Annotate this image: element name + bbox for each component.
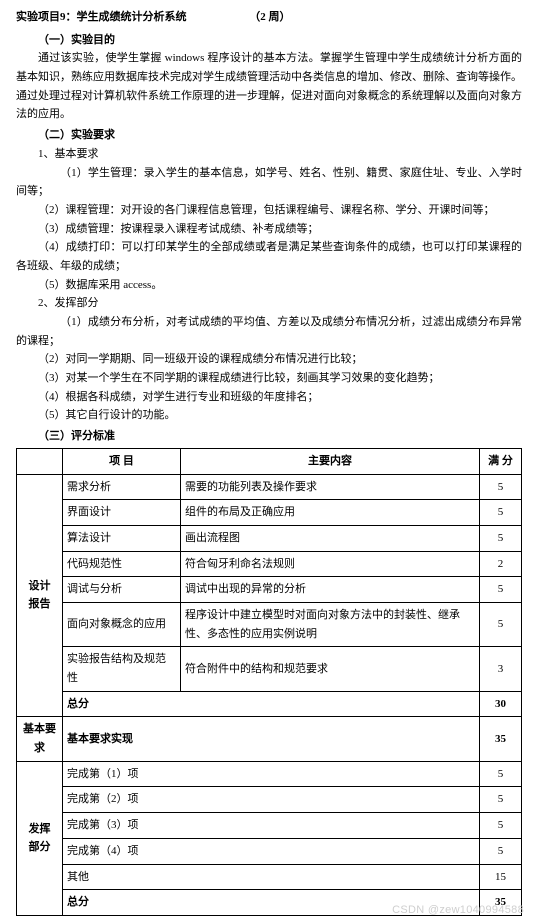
ext-req-heading: 2、发挥部分 [16, 294, 522, 313]
cell-score: 5 [480, 577, 522, 603]
table-row: 完成第（4）项 5 [17, 838, 522, 864]
cell-item: 完成第（4）项 [63, 838, 480, 864]
cell-score: 15 [480, 864, 522, 890]
cell-desc: 组件的布局及正确应用 [181, 500, 480, 526]
table-row: 界面设计 组件的布局及正确应用 5 [17, 500, 522, 526]
cell-item: 需求分析 [63, 474, 181, 500]
table-row: 基本要求 基本要求实现 35 [17, 717, 522, 761]
section-1-heading: （一）实验目的 [16, 31, 522, 50]
th-item: 项 目 [63, 448, 181, 474]
section-2-heading: （二）实验要求 [16, 126, 522, 145]
table-row: 完成第（2）项 5 [17, 787, 522, 813]
title-main: 实验项目9：学生成绩统计分析系统 [16, 11, 187, 23]
watermark: CSDN @zew1040994588 [392, 901, 524, 920]
cell-score: 2 [480, 551, 522, 577]
cell-desc: 需要的功能列表及操作要求 [181, 474, 480, 500]
section-3-heading: （三）评分标准 [16, 427, 522, 446]
basic-req-heading: 1、基本要求 [16, 145, 522, 164]
cell-item: 实验报告结构及规范性 [63, 647, 181, 691]
th-desc: 主要内容 [181, 448, 480, 474]
cell-item: 调试与分析 [63, 577, 181, 603]
table-row: 完成第（3）项 5 [17, 813, 522, 839]
cell-score: 5 [480, 838, 522, 864]
cell-score: 35 [480, 717, 522, 761]
cell-item: 完成第（2）项 [63, 787, 480, 813]
basic-req-5: （5）数据库采用 access。 [16, 276, 522, 295]
table-row: 面向对象概念的应用 程序设计中建立模型时对面向对象方法中的封装性、继承性、多态性… [17, 602, 522, 646]
cell-desc: 画出流程图 [181, 525, 480, 551]
ext-req-1: （1）成绩分布分析，对考试成绩的平均值、方差以及成绩分布情况分析，过滤出成绩分布… [16, 313, 522, 350]
table-header-row: 项 目 主要内容 满 分 [17, 448, 522, 474]
cell-item: 完成第（1）项 [63, 761, 480, 787]
cell-score: 5 [480, 787, 522, 813]
cat-ext: 发挥 部分 [17, 761, 63, 915]
cat-basic-req: 基本要求 [17, 717, 63, 761]
ext-req-5: （5）其它自行设计的功能。 [16, 406, 522, 425]
cell-desc: 程序设计中建立模型时对面向对象方法中的封装性、继承性、多态性的应用实例说明 [181, 602, 480, 646]
cat-design-report: 设计 报告 [17, 474, 63, 717]
table-row: 其他 15 [17, 864, 522, 890]
cell-item: 面向对象概念的应用 [63, 602, 181, 646]
cell-desc: 符合附件中的结构和规范要求 [181, 647, 480, 691]
table-row: 代码规范性 符合匈牙利命名法规则 2 [17, 551, 522, 577]
cell-score: 5 [480, 813, 522, 839]
cell-score: 3 [480, 647, 522, 691]
cell-item: 总分 [63, 691, 480, 717]
cell-desc: 调试中出现的异常的分析 [181, 577, 480, 603]
title-weeks: （2 周） [249, 11, 290, 23]
cell-item: 界面设计 [63, 500, 181, 526]
table-row: 设计 报告 需求分析 需要的功能列表及操作要求 5 [17, 474, 522, 500]
cell-item: 完成第（3）项 [63, 813, 480, 839]
project-title: 实验项目9：学生成绩统计分析系统 （2 周） [16, 8, 522, 27]
table-row-total: 总分 30 [17, 691, 522, 717]
table-row: 调试与分析 调试中出现的异常的分析 5 [17, 577, 522, 603]
cell-score: 5 [480, 525, 522, 551]
basic-req-3: （3）成绩管理：按课程录入课程考试成绩、补考成绩等； [16, 220, 522, 239]
table-row: 算法设计 画出流程图 5 [17, 525, 522, 551]
cell-item: 其他 [63, 864, 480, 890]
table-row: 发挥 部分 完成第（1）项 5 [17, 761, 522, 787]
cell-score: 5 [480, 761, 522, 787]
th-score: 满 分 [480, 448, 522, 474]
table-row: 实验报告结构及规范性 符合附件中的结构和规范要求 3 [17, 647, 522, 691]
cell-desc: 符合匈牙利命名法规则 [181, 551, 480, 577]
cell-item: 代码规范性 [63, 551, 181, 577]
section-1-para: 通过该实验，使学生掌握 windows 程序设计的基本方法。掌握学生管理中学生成… [16, 49, 522, 124]
cell-item: 算法设计 [63, 525, 181, 551]
cell-score: 5 [480, 602, 522, 646]
scoring-table: 项 目 主要内容 满 分 设计 报告 需求分析 需要的功能列表及操作要求 5 界… [16, 448, 522, 916]
ext-req-3: （3）对某一个学生在不同学期的课程成绩进行比较，刻画其学习效果的变化趋势； [16, 369, 522, 388]
basic-req-2: （2）课程管理：对开设的各门课程信息管理，包括课程编号、课程名称、学分、开课时间… [16, 201, 522, 220]
cell-score: 30 [480, 691, 522, 717]
basic-req-4: （4）成绩打印：可以打印某学生的全部成绩或者是满足某些查询条件的成绩，也可以打印… [16, 238, 522, 275]
th-blank [17, 448, 63, 474]
cell-score: 5 [480, 474, 522, 500]
ext-req-4: （4）根据各科成绩，对学生进行专业和班级的年度排名； [16, 388, 522, 407]
basic-req-1: （1）学生管理：录入学生的基本信息，如学号、姓名、性别、籍贯、家庭住址、专业、入… [16, 164, 522, 201]
cell-item: 基本要求实现 [63, 717, 480, 761]
cell-score: 5 [480, 500, 522, 526]
ext-req-2: （2）对同一学期期、同一班级开设的课程成绩分布情况进行比较； [16, 350, 522, 369]
